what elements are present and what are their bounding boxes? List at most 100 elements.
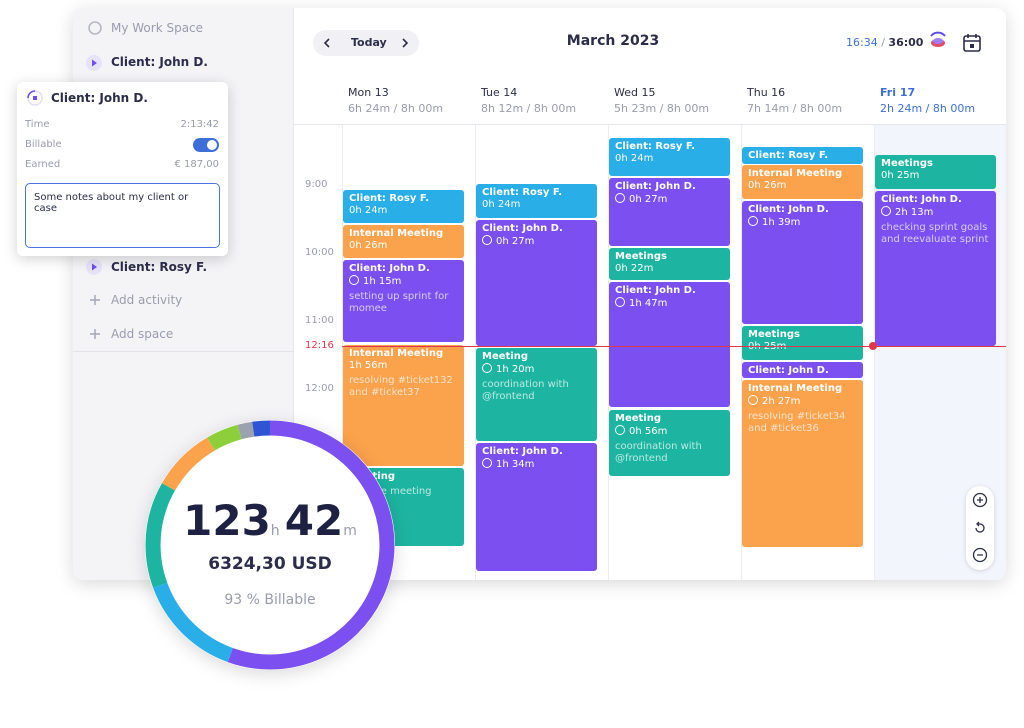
zoom-in[interactable] — [972, 492, 988, 508]
header-divider — [293, 124, 1006, 125]
calendar: 9:00 10:00 11:00 12:00 Mon 13 6h 24m / 8h 00m… — [73, 8, 1006, 580]
event[interactable]: Internal Meeting 0h 26m — [742, 165, 863, 199]
popup-title: Client: John D. — [51, 91, 148, 105]
billable-icon — [482, 235, 492, 245]
date-nav: Today — [313, 30, 419, 56]
event-note: resolving #ticket132 and #ticket37 — [349, 375, 453, 398]
billable-toggle[interactable] — [193, 138, 219, 152]
event-note: coordination with @frontend — [482, 379, 569, 402]
play-icon[interactable] — [85, 54, 103, 72]
event-title: Client: Rosy F. — [615, 141, 696, 152]
event[interactable]: Internal Meeting 1h 56m resolving #ticket1… — [343, 345, 464, 466]
add-activity[interactable]: Add activity — [111, 293, 183, 307]
plus-icon[interactable] — [88, 293, 102, 307]
timer-icon[interactable] — [925, 28, 951, 54]
total-time: 123h 42m — [145, 496, 395, 545]
billable-icon — [615, 297, 625, 307]
zoom-controls — [966, 486, 994, 570]
calendar-button[interactable] — [961, 32, 983, 54]
hour-label: 11:00 — [305, 315, 334, 326]
today-button[interactable]: Today — [351, 36, 387, 49]
column-line — [342, 125, 343, 580]
event[interactable]: Meeting 0h 56m coordination with @frontend — [609, 410, 730, 476]
billable-label: Billable — [264, 592, 316, 608]
event-title: Client: John D. — [881, 194, 962, 205]
hours-unit: h — [270, 523, 280, 539]
event-duration: 0h 26m — [349, 240, 458, 252]
duration: 1h 20m — [496, 364, 535, 375]
event[interactable]: Meetings 0h 22m — [609, 248, 730, 280]
event-duration: 1h 20m — [482, 363, 591, 376]
sidebar-item[interactable]: Client: Rosy F. — [111, 260, 208, 274]
event[interactable]: Client: Rosy F. 0h 24m — [343, 190, 464, 223]
event[interactable]: Client: John D. — [742, 362, 863, 378]
event[interactable]: Client: John D. 1h 34m — [476, 443, 597, 571]
event[interactable]: Client: John D. 1h 47m — [609, 282, 730, 407]
duration: 1h 39m — [762, 217, 801, 228]
column-line — [608, 125, 609, 580]
event-title: Client: Rosy F. — [349, 193, 430, 204]
zoom-reset[interactable] — [972, 520, 988, 536]
event-duration: 1h 34m — [482, 458, 591, 471]
add-space[interactable]: Add space — [111, 327, 174, 341]
event[interactable]: Client: John D. 1h 39m — [742, 201, 863, 324]
column-line — [741, 125, 742, 580]
day-summary: 2h 24m / 8h 00m — [880, 102, 976, 115]
event[interactable]: Client: John D. 2h 13m checking sprint goa… — [875, 191, 996, 346]
separator: / — [881, 36, 885, 49]
billable-icon — [881, 206, 891, 216]
duration: 1h 15m — [363, 276, 402, 287]
plus-icon[interactable] — [88, 327, 102, 341]
duration: 0h 24m — [615, 153, 654, 164]
event-title: Client: John D. — [349, 263, 430, 274]
activity-popup: Client: John D. Time 2:13:42 Billable Ea… — [17, 82, 228, 256]
duration: 0h 26m — [748, 180, 787, 191]
event-duration: 0h 27m — [615, 193, 724, 206]
event[interactable]: Client: Rosy F. 0h 24m — [476, 184, 597, 218]
event[interactable]: Internal Meeting 2h 27m resolving #ticket3… — [742, 380, 863, 547]
day-header: Tue 14 8h 12m / 8h 00m — [481, 86, 576, 115]
event-title: Meetings — [881, 158, 933, 169]
event-title: Client: John D. — [482, 223, 563, 234]
event-title: Internal Meeting — [748, 168, 843, 179]
donut — [145, 420, 395, 670]
day-name: Wed 15 — [614, 86, 656, 99]
event[interactable]: Client: John D. 0h 27m — [476, 220, 597, 346]
duration: 1h 34m — [496, 459, 535, 470]
notes-field[interactable]: Some notes about my client or case — [25, 183, 220, 248]
row-label: Billable — [25, 139, 62, 150]
event[interactable]: Client: John D. 0h 27m — [609, 178, 730, 246]
event-note: momee meeting — [349, 486, 432, 497]
event-title: Client: John D. — [482, 446, 563, 457]
day-summary: 7h 14m / 8h 00m — [747, 102, 843, 115]
event[interactable]: Client: John D. 1h 15m setting up sprint f… — [343, 260, 464, 342]
play-icon[interactable] — [85, 258, 103, 276]
duration: 0h 27m — [629, 194, 668, 205]
day-header: Mon 13 6h 24m / 8h 00m — [348, 86, 443, 115]
event[interactable]: Meeting 1h 20m coordination with @frontend — [476, 348, 597, 441]
event-duration: 2h 27m — [748, 395, 857, 408]
next-button[interactable] — [399, 37, 411, 49]
event[interactable]: Client: Rosy F. — [742, 147, 863, 164]
prev-button[interactable] — [321, 37, 333, 49]
duration: 0h 22m — [615, 263, 654, 274]
day-name: Tue 14 — [481, 86, 518, 99]
day-name: Fri 17 — [880, 86, 916, 99]
now-dot — [869, 342, 877, 350]
now-line — [342, 346, 1006, 347]
tracked-time: 16:34 / 36:00 — [846, 36, 923, 49]
event-title: Meeting — [615, 413, 662, 424]
event[interactable]: Internal Meeting 0h 26m — [343, 225, 464, 258]
sidebar-item[interactable]: Client: John D. — [111, 55, 208, 69]
now-label: 12:16 — [305, 340, 334, 351]
zoom-out[interactable] — [972, 547, 988, 563]
workspace-name[interactable]: My Work Space — [111, 21, 204, 35]
hour-label: 12:00 — [305, 383, 334, 394]
event-title: Meetings — [615, 251, 667, 262]
event-title: Client: John D. — [615, 181, 696, 192]
workspace-icon — [88, 21, 102, 35]
event[interactable]: Client: Rosy F. 0h 24m — [609, 138, 730, 176]
